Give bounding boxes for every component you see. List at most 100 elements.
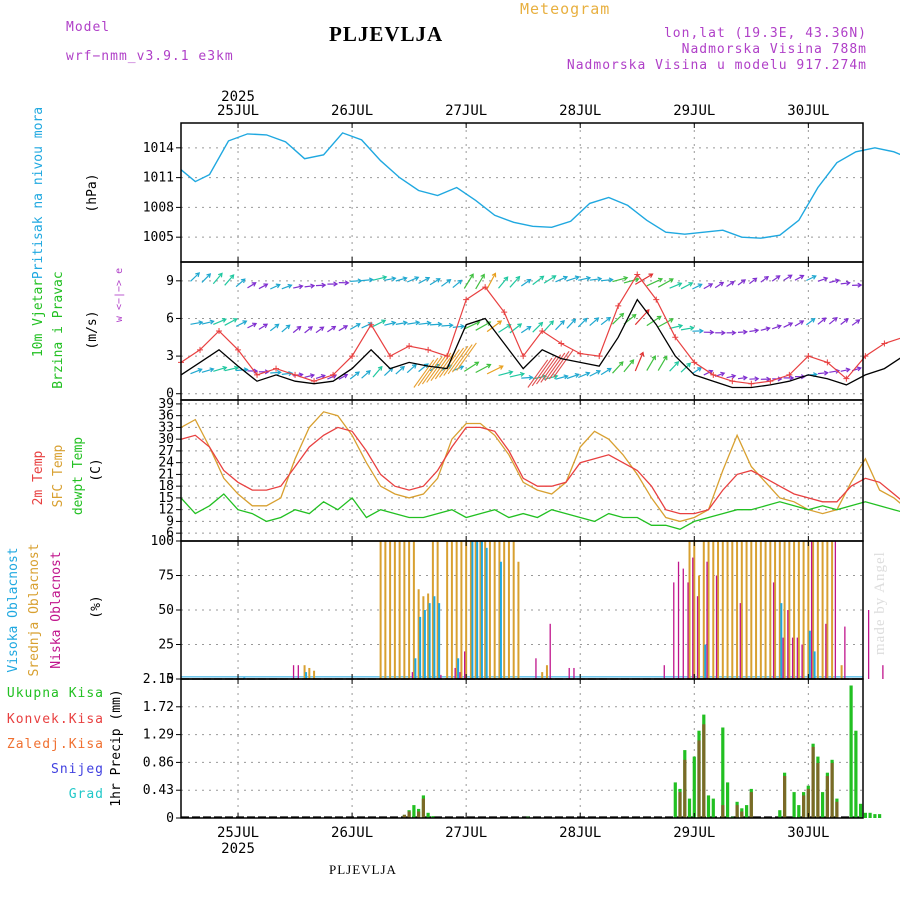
page-title: PLJEVLJA xyxy=(329,22,444,46)
wind-arrowhead xyxy=(619,312,625,318)
cloud-unit-label: (%) xyxy=(89,595,104,618)
day-label-top: 28JUL xyxy=(559,103,601,119)
wind-arrow xyxy=(657,318,674,328)
wind-arrowhead xyxy=(276,369,282,376)
total-precip-bar xyxy=(721,727,725,818)
wind-arrow xyxy=(475,274,485,290)
wind-arrowhead xyxy=(263,323,269,329)
product-title: Meteogram xyxy=(520,0,611,18)
wind-arrow xyxy=(600,367,612,376)
precip-ytick-label: 0.86 xyxy=(143,755,174,770)
precip-ytick-label: 2.15 xyxy=(143,672,174,687)
wind-arrow xyxy=(532,322,543,333)
wind-arrowhead xyxy=(414,276,420,281)
wind-arrowhead xyxy=(845,280,851,286)
wind-arrow xyxy=(828,317,838,325)
wind-arrow xyxy=(566,318,576,329)
wind-arrow xyxy=(372,366,383,378)
wind-arrowhead xyxy=(460,323,466,330)
temperature-frame xyxy=(180,399,864,542)
conv-precip-bar xyxy=(407,811,411,818)
wind-arrowhead xyxy=(634,277,640,283)
wind-gust-marker xyxy=(387,353,394,360)
wind-arrowhead xyxy=(526,325,532,331)
day-label-top: 26JUL xyxy=(331,103,373,119)
wind-arrowhead xyxy=(221,318,227,323)
wind-arrowhead xyxy=(775,275,781,280)
wind-ytick-label: 9 xyxy=(166,274,174,289)
conv-precip-bar xyxy=(825,776,829,818)
cloud-ytick-label: 0 xyxy=(166,672,174,687)
wind-arrow xyxy=(281,284,292,290)
wind-arrow xyxy=(224,366,239,372)
wind-arrow xyxy=(589,317,599,327)
wind-arrowhead xyxy=(582,317,588,323)
wind-arrow xyxy=(601,279,613,282)
wind-arrowhead xyxy=(354,371,360,377)
pressure-line xyxy=(180,132,900,239)
wind-arrowhead xyxy=(519,371,526,377)
wind-arrow xyxy=(794,320,804,327)
wind-arrowhead xyxy=(688,282,694,287)
wind-arrow xyxy=(806,318,816,326)
sfc-ylabel: SFC Temp xyxy=(51,445,66,508)
wind-arrowhead xyxy=(697,283,703,289)
wind-arrow xyxy=(407,321,420,325)
wind-fan-arrow xyxy=(434,350,456,380)
wind-arrowhead xyxy=(251,282,257,287)
wind-arrow xyxy=(361,279,373,282)
wind-arrowhead xyxy=(651,355,656,361)
wind-arrow xyxy=(669,324,683,329)
temperature-ytick-label: 30 xyxy=(158,432,174,447)
total-precip-bar xyxy=(711,798,715,818)
wind-arrowhead xyxy=(595,370,602,375)
wind-gust-marker xyxy=(444,353,451,360)
pressure-unit-label: (hPa) xyxy=(85,173,100,212)
wind-arrowhead xyxy=(331,325,337,331)
wind-arrow xyxy=(760,327,770,331)
wind-arrow xyxy=(749,277,757,285)
wind-arrowhead xyxy=(657,277,664,283)
wind-arrowhead xyxy=(551,275,557,280)
wind-arrow xyxy=(418,277,430,284)
wind-arrowhead xyxy=(606,316,612,322)
wind-arrowhead xyxy=(240,278,246,284)
wind-arrow xyxy=(236,368,248,372)
wind-arrow xyxy=(669,361,679,372)
temperature-ytick-label: 24 xyxy=(158,456,174,471)
wind-arrow xyxy=(395,277,407,282)
altitude-info: Nadmorska Visina 788m xyxy=(681,42,867,57)
wind-arrow xyxy=(543,275,556,284)
wind-arrow xyxy=(771,325,782,330)
wind-arrowhead xyxy=(699,328,704,334)
temperature-ytick-label: 15 xyxy=(158,491,174,506)
wind-arrow xyxy=(578,372,590,379)
wind-arrowhead xyxy=(197,368,203,373)
wind-gust-marker xyxy=(520,353,527,360)
wind-arrow xyxy=(703,283,713,290)
wind-arrowhead xyxy=(721,330,726,336)
wind-arrowhead xyxy=(586,275,592,281)
total-precip-bar xyxy=(849,685,853,818)
wind-gust-marker xyxy=(216,328,223,334)
wind-arrow xyxy=(361,370,371,379)
conv-precip-bar xyxy=(740,811,744,818)
cloud-ytick-label: 25 xyxy=(158,638,174,653)
wind-arrowhead xyxy=(344,280,350,286)
wind-arrowhead xyxy=(243,367,249,373)
wind-arrow xyxy=(212,273,223,285)
wind-arrowhead xyxy=(765,326,771,332)
wind-gust-marker xyxy=(729,378,736,385)
wind-fan-arrow xyxy=(443,347,465,376)
precip-frame xyxy=(180,678,864,819)
total-precip-bar xyxy=(797,805,801,818)
conv-precip-bar xyxy=(702,724,706,818)
wind-arrow xyxy=(749,378,759,380)
wind-arrowhead xyxy=(843,318,849,323)
wind-arrow xyxy=(680,362,691,373)
wind-arrowhead xyxy=(343,373,349,379)
wind-gust-marker xyxy=(843,375,850,382)
wind-arrowhead xyxy=(402,320,408,326)
wind-arrowhead xyxy=(720,371,726,377)
